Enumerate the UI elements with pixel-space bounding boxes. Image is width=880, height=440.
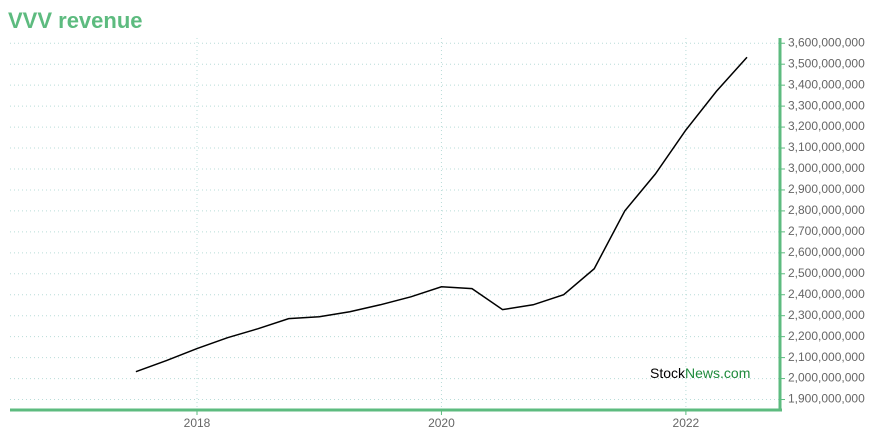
y-tick-label: 3,600,000,000 [788,35,865,49]
y-tick-label: 2,800,000,000 [788,203,865,217]
y-tick-label: 2,300,000,000 [788,308,865,322]
y-tick-label: 3,100,000,000 [788,140,865,154]
y-tick-label: 3,500,000,000 [788,56,865,70]
y-tick-label: 2,900,000,000 [788,182,865,196]
y-tick-label: 1,900,000,000 [788,392,865,406]
watermark-part: News [685,365,720,381]
y-tick-label: 2,500,000,000 [788,266,865,280]
y-tick-label: 2,000,000,000 [788,371,865,385]
y-tick-label: 2,100,000,000 [788,350,865,364]
y-tick-label: 2,600,000,000 [788,245,865,259]
y-tick-label: 2,700,000,000 [788,224,865,238]
y-tick-label: 3,300,000,000 [788,98,865,112]
y-tick-label: 3,000,000,000 [788,161,865,175]
x-tick-label: 2018 [184,416,211,430]
y-tick-label: 2,200,000,000 [788,329,865,343]
y-tick-label: 3,200,000,000 [788,119,865,133]
watermark-part: Stock [650,365,686,381]
watermark-part: .com [720,365,750,381]
watermark: StockNews.com [650,365,750,381]
chart-title: VVV revenue [8,8,143,33]
line [135,56,748,373]
x-tick-label: 2020 [428,416,455,430]
y-tick-label: 3,400,000,000 [788,77,865,91]
y-tick-label: 2,400,000,000 [788,287,865,301]
x-tick-label: 2022 [673,416,700,430]
